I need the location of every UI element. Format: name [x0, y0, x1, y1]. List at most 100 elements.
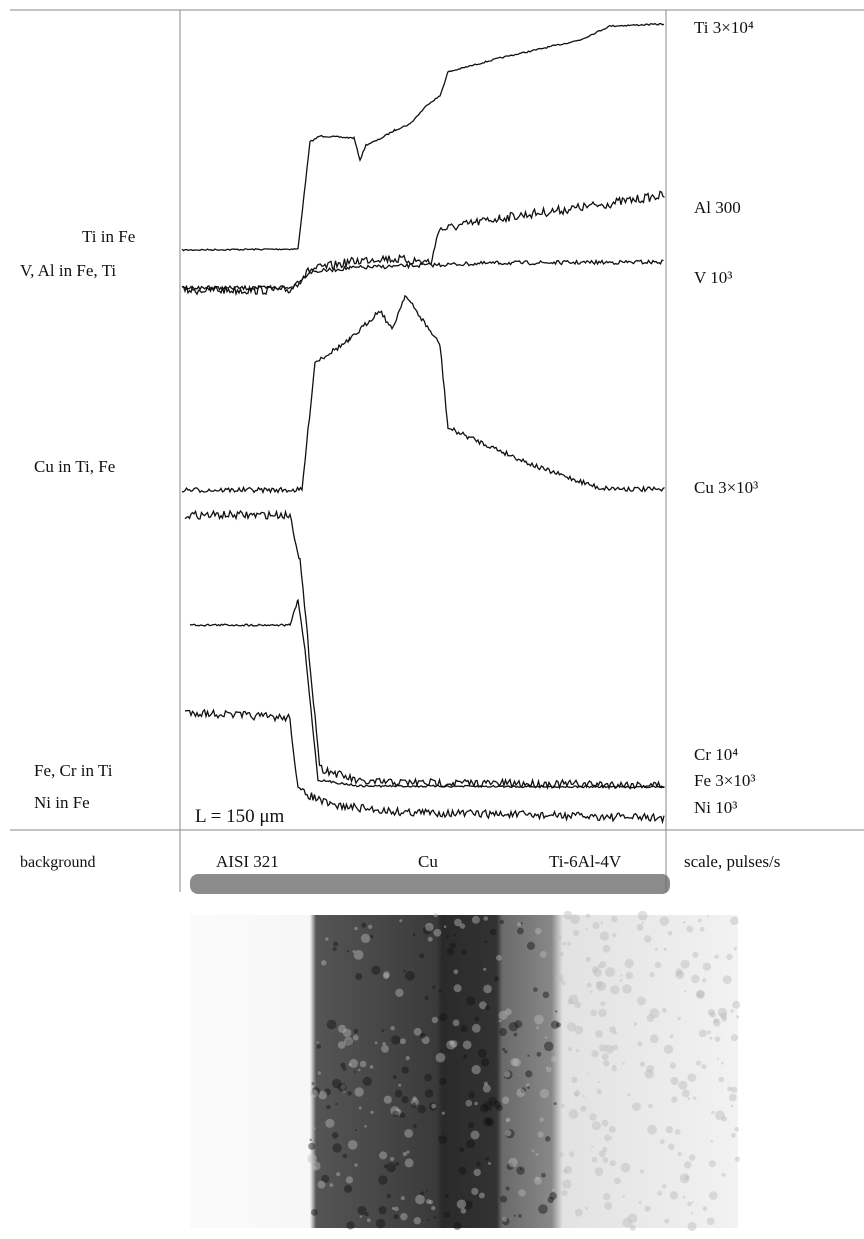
speckle	[681, 1089, 690, 1098]
speckle	[535, 1176, 539, 1181]
speckle	[591, 1050, 599, 1058]
speckle	[419, 1032, 426, 1039]
speckle	[678, 1080, 688, 1090]
speckle	[597, 964, 601, 969]
speckle	[359, 1215, 363, 1218]
speckle	[560, 1103, 565, 1108]
speckle	[480, 1057, 490, 1067]
speckle	[500, 1195, 508, 1203]
speckle	[599, 1044, 607, 1052]
speckle	[598, 1008, 607, 1018]
speckle	[671, 1096, 678, 1103]
speckle	[534, 1177, 542, 1185]
speckle	[512, 1058, 521, 1067]
speckle	[734, 1156, 741, 1162]
speckle	[353, 1029, 358, 1034]
speckle	[585, 1207, 588, 1210]
speckle	[440, 1049, 443, 1052]
speckle	[318, 1090, 328, 1100]
speckle	[622, 1062, 625, 1065]
speckle	[354, 1087, 364, 1097]
speckle	[368, 924, 373, 930]
speckle	[394, 1108, 402, 1116]
speckle	[709, 1011, 716, 1018]
speckle	[425, 1190, 428, 1193]
speckle	[654, 961, 662, 969]
speckle	[721, 1061, 724, 1065]
speckle	[600, 1001, 606, 1007]
speckle	[485, 1157, 490, 1161]
speckle	[496, 1104, 503, 1112]
speckle	[411, 1098, 419, 1106]
speckle	[465, 1100, 472, 1106]
speckle	[664, 1218, 670, 1224]
speckle	[691, 1201, 694, 1204]
speckle	[639, 1169, 644, 1174]
speckle	[506, 1163, 514, 1170]
speckle	[453, 1221, 462, 1230]
profile-curve	[189, 598, 665, 789]
speckle	[478, 1192, 485, 1199]
speckle	[359, 1060, 367, 1068]
speckle	[603, 1060, 610, 1067]
speckle	[426, 1199, 431, 1205]
speckle	[539, 1088, 549, 1099]
speckle	[503, 1070, 513, 1080]
speckle	[637, 1041, 643, 1047]
speckle	[504, 1008, 512, 1016]
speckle	[364, 1125, 367, 1128]
speckle	[386, 1162, 396, 1173]
speckle	[612, 1044, 619, 1051]
speckle	[536, 1026, 539, 1030]
speckle	[697, 918, 702, 923]
speckle	[399, 1112, 406, 1118]
speckle	[709, 1036, 713, 1040]
speckle	[684, 1175, 690, 1181]
speckle	[647, 1124, 657, 1135]
speckle	[566, 1022, 577, 1032]
speckle	[720, 1012, 727, 1020]
speckle	[332, 946, 337, 952]
speckle	[340, 1062, 346, 1068]
speckle	[663, 947, 667, 951]
speckle	[708, 1160, 716, 1168]
speckle	[527, 1086, 530, 1089]
speckle	[627, 1093, 631, 1097]
speckle	[316, 1041, 319, 1044]
speckle	[309, 1138, 312, 1142]
speckle	[502, 1216, 507, 1222]
speckle	[454, 918, 462, 927]
speckle	[374, 1041, 378, 1045]
speckle	[316, 1044, 322, 1049]
speckle	[721, 1116, 728, 1122]
speckle	[370, 1110, 374, 1115]
speckle	[574, 1090, 581, 1096]
speckle	[636, 923, 644, 931]
speckle	[571, 1076, 578, 1084]
speckle	[321, 1174, 330, 1183]
speckle	[513, 1214, 516, 1217]
speckle	[692, 951, 699, 958]
speckle	[576, 1049, 580, 1053]
speckle	[344, 1184, 353, 1193]
speckle	[502, 1217, 510, 1226]
speckle	[477, 1048, 487, 1058]
speckle	[495, 1206, 498, 1209]
speckle	[547, 1196, 554, 1204]
speckle	[620, 974, 623, 977]
speckle	[534, 1014, 544, 1025]
speckle	[520, 1087, 527, 1093]
speckle	[352, 1034, 359, 1041]
speckle	[398, 1083, 402, 1087]
speckle	[479, 1001, 487, 1010]
speckle	[383, 1164, 388, 1169]
speckle	[688, 1154, 696, 1161]
speckle	[718, 1076, 724, 1083]
speckle	[730, 916, 739, 925]
profiles	[181, 22, 665, 825]
speckle	[661, 1008, 667, 1013]
speckle	[585, 913, 591, 918]
speckle	[702, 1206, 708, 1212]
speckle	[636, 996, 646, 1006]
